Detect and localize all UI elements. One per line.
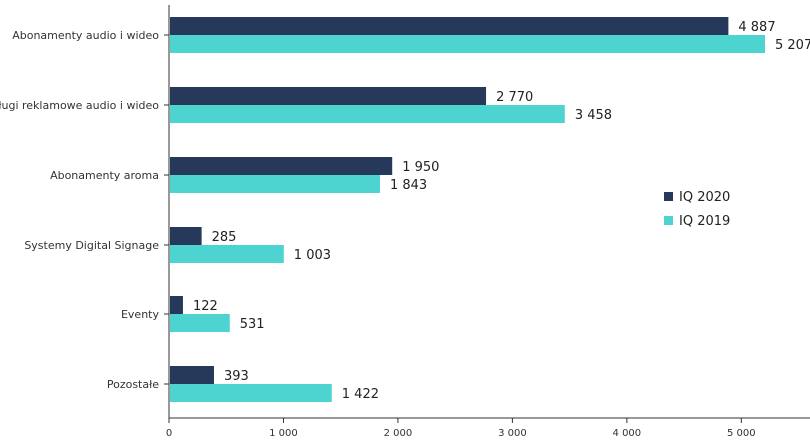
data-label: 1 843 [390, 178, 427, 193]
data-label: 1 950 [402, 160, 439, 175]
data-label: 5 207 [775, 38, 810, 53]
bar-iq-2019 [170, 384, 332, 402]
bar-iq-2020 [170, 296, 183, 314]
category-label: Pozostałe [107, 378, 159, 391]
data-label: 1 003 [294, 248, 331, 263]
bar-iq-2020 [170, 227, 202, 245]
data-label: 3 458 [575, 108, 612, 123]
category-label: Abonamenty audio i wideo [12, 29, 159, 42]
legend-label: IQ 2019 [679, 214, 730, 229]
bar-iq-2019 [170, 314, 230, 332]
category-label: Eventy [121, 308, 160, 321]
data-label: 285 [212, 230, 237, 245]
data-label: 1 422 [342, 387, 379, 402]
x-tick-label: 2 000 [384, 428, 413, 439]
bar-iq-2019 [170, 245, 284, 263]
data-label: 531 [240, 317, 265, 332]
category-label: Usługi reklamowe audio i wideo [0, 99, 159, 112]
data-label: 2 770 [496, 90, 533, 105]
legend-swatch [664, 216, 673, 225]
category-label: Abonamenty aroma [50, 169, 159, 182]
data-label: 122 [193, 299, 218, 314]
data-label: 393 [224, 369, 249, 384]
x-tick-label: 0 [166, 428, 172, 439]
data-label: 4 887 [738, 20, 775, 35]
bar-iq-2020 [170, 87, 487, 105]
category-label: Systemy Digital Signage [24, 239, 159, 252]
x-tick-label: 5 000 [727, 428, 756, 439]
legend-swatch [664, 192, 673, 201]
bar-iq-2019 [170, 105, 565, 123]
bar-iq-2019 [170, 35, 766, 53]
bar-iq-2020 [170, 157, 393, 175]
x-tick-label: 1 000 [269, 428, 298, 439]
bar-iq-2020 [170, 17, 729, 35]
bar-iq-2020 [170, 366, 214, 384]
x-tick-label: 3 000 [498, 428, 527, 439]
x-tick-label: 4 000 [613, 428, 642, 439]
bar-iq-2019 [170, 175, 380, 193]
legend-label: IQ 2020 [679, 190, 730, 205]
